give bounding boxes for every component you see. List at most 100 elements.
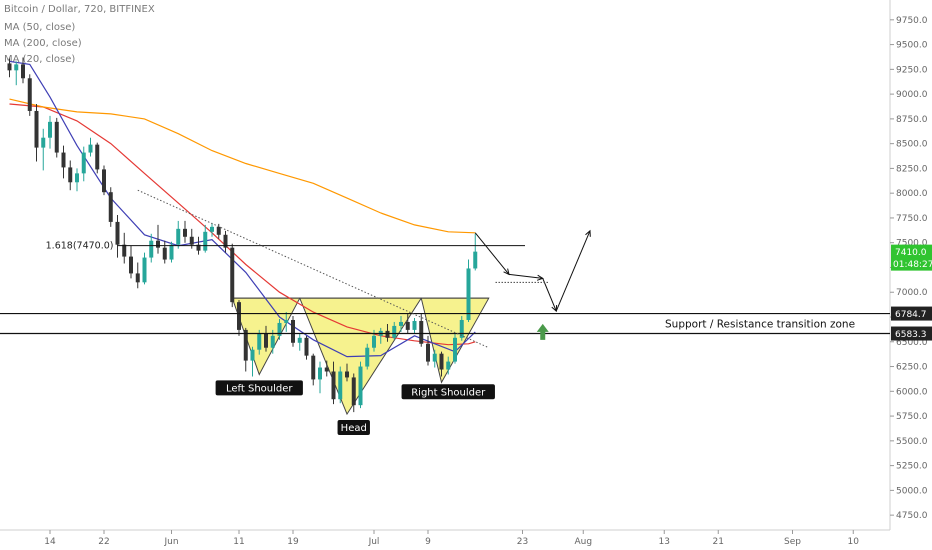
time-tick-label: Jun bbox=[163, 537, 178, 547]
candle bbox=[345, 363, 349, 382]
candle bbox=[446, 356, 451, 375]
zone-price-tag: 6784.7 bbox=[891, 306, 932, 321]
candle bbox=[68, 160, 73, 191]
pattern-label: Head bbox=[337, 419, 370, 435]
candle-body bbox=[102, 169, 106, 193]
ma-20-legend[interactable]: MA (20, close) bbox=[4, 54, 76, 65]
candle bbox=[453, 333, 457, 364]
ma-50-legend[interactable]: MA (50, close) bbox=[4, 22, 76, 33]
candle-body bbox=[129, 256, 133, 274]
candle-body bbox=[399, 321, 403, 326]
candle bbox=[311, 353, 316, 386]
candle bbox=[318, 361, 322, 394]
price-tick-label: 7000.0 bbox=[896, 288, 928, 298]
candle-body bbox=[61, 152, 66, 168]
candle bbox=[392, 321, 397, 340]
price-tick-label: 7750.0 bbox=[896, 214, 928, 224]
time-tick-label: 13 bbox=[659, 537, 670, 547]
candle bbox=[230, 243, 235, 308]
candle bbox=[358, 361, 363, 409]
candle bbox=[176, 220, 181, 249]
candle bbox=[135, 262, 140, 289]
price-tick-label: 7500.0 bbox=[896, 239, 928, 249]
candle bbox=[250, 346, 255, 377]
candle bbox=[210, 222, 214, 237]
candle bbox=[412, 318, 417, 334]
candle-body bbox=[412, 320, 417, 330]
candle-body bbox=[405, 321, 410, 330]
candle-body bbox=[237, 302, 241, 330]
candle-body bbox=[54, 121, 59, 153]
candle bbox=[108, 187, 113, 227]
candle-body bbox=[196, 244, 201, 251]
candle bbox=[169, 241, 174, 263]
candle-body bbox=[439, 353, 444, 370]
price-tick-label: 9000.0 bbox=[896, 90, 928, 100]
candle bbox=[277, 318, 282, 340]
pattern-label-box bbox=[337, 419, 370, 435]
candle bbox=[156, 224, 160, 254]
zone-price-tag-box bbox=[891, 306, 932, 321]
candle-body bbox=[318, 367, 322, 380]
price-tick-label: 9750.0 bbox=[896, 16, 928, 26]
candle-body bbox=[345, 371, 349, 378]
time-tick-label: 21 bbox=[713, 537, 724, 547]
candle-body bbox=[392, 325, 397, 338]
time-tick-label: 11 bbox=[233, 537, 244, 547]
pattern-label-box bbox=[401, 384, 495, 400]
candle bbox=[7, 58, 12, 78]
candle-body bbox=[115, 221, 120, 245]
candle-body bbox=[277, 322, 282, 336]
candle-body bbox=[358, 366, 363, 406]
candle-body bbox=[351, 377, 356, 406]
candle-body bbox=[88, 144, 93, 153]
candle-body bbox=[291, 319, 295, 343]
forecast-segment bbox=[508, 273, 543, 279]
candle bbox=[432, 349, 437, 368]
candle-body bbox=[264, 333, 268, 348]
candle bbox=[338, 366, 343, 404]
candle-body bbox=[459, 319, 464, 338]
candle bbox=[304, 335, 309, 360]
candle bbox=[21, 57, 25, 84]
candle bbox=[115, 214, 120, 258]
candle bbox=[81, 146, 86, 182]
forecast-segment bbox=[474, 232, 510, 275]
candle bbox=[162, 240, 167, 264]
candle-body bbox=[169, 244, 174, 260]
candle-body bbox=[419, 320, 424, 344]
candle-body bbox=[14, 64, 19, 71]
candle bbox=[183, 220, 187, 243]
ma-200-legend[interactable]: MA (200, close) bbox=[4, 38, 82, 49]
price-tick-label: 5000.0 bbox=[896, 486, 928, 496]
candle-body bbox=[426, 343, 430, 362]
zone-price-tag-text: 6583.3 bbox=[895, 330, 927, 340]
symbol-title: Bitcoin / Dollar, 720, BITFINEX bbox=[4, 4, 155, 15]
candle bbox=[34, 104, 39, 162]
candle bbox=[439, 351, 444, 377]
candle-body bbox=[243, 329, 248, 361]
price-tick-label: 5750.0 bbox=[896, 412, 928, 422]
candle-body bbox=[41, 137, 46, 148]
candle-body bbox=[122, 244, 127, 257]
candle-body bbox=[176, 228, 181, 245]
forecast-arrowhead bbox=[585, 229, 591, 237]
forecast-segment bbox=[555, 230, 591, 312]
price-tick-label: 8000.0 bbox=[896, 189, 928, 199]
candle-body bbox=[466, 268, 471, 320]
price-tick-label: 5250.0 bbox=[896, 462, 928, 472]
candle bbox=[223, 230, 228, 253]
zone-price-tag: 6583.3 bbox=[891, 326, 932, 341]
candle bbox=[48, 115, 52, 149]
price-tick-label: 8750.0 bbox=[896, 115, 928, 125]
candle bbox=[291, 316, 295, 347]
last-price-tag-box bbox=[891, 244, 932, 271]
candle-body bbox=[297, 337, 302, 343]
time-tick-label: 10 bbox=[848, 537, 860, 547]
candle-body bbox=[216, 226, 221, 235]
candle bbox=[365, 343, 370, 370]
last-price-countdown: 01:48:27 bbox=[893, 260, 932, 270]
candle-body bbox=[34, 110, 39, 148]
candle-body bbox=[162, 247, 167, 260]
